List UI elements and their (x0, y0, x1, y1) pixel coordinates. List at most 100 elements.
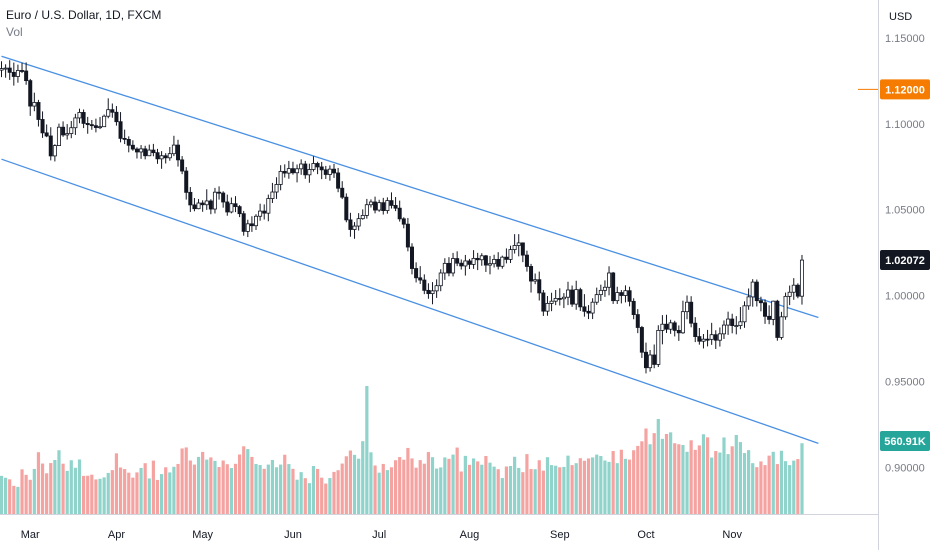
candle-body (660, 323, 665, 331)
volume-bar (0, 475, 4, 514)
candle-body (155, 152, 160, 160)
volume-bar (607, 461, 611, 514)
candle-body (77, 112, 82, 119)
candle-body (130, 144, 135, 150)
volume-bar (652, 433, 656, 514)
candle-body (225, 201, 230, 213)
volume-bar (779, 450, 784, 514)
candle-body (787, 291, 792, 297)
candle-body (668, 322, 673, 330)
volume-bar (521, 472, 525, 514)
volume-bar (361, 441, 365, 514)
volume-bar (205, 459, 209, 514)
candle-body (151, 149, 156, 154)
candle-body (377, 202, 382, 211)
volume-bar (229, 468, 233, 514)
volume-bar (139, 467, 143, 514)
candle-body (270, 191, 275, 199)
candle-body (685, 301, 690, 313)
volume-bar (529, 469, 533, 514)
volume-bar (32, 468, 36, 514)
volume-bar (418, 460, 422, 514)
volume-bar (476, 461, 480, 514)
volume-bar (164, 467, 168, 514)
candle-body (635, 314, 640, 328)
price-axis-currency: USD (889, 11, 912, 23)
volume-bar (381, 463, 385, 514)
candle-body (795, 284, 800, 297)
volume-bar (705, 437, 710, 514)
candle-body (85, 123, 90, 126)
candle-body (28, 80, 33, 107)
candle-body (303, 163, 308, 176)
volume-bar (599, 456, 603, 514)
candle-body (368, 201, 373, 206)
volume-bar (435, 468, 439, 514)
candle-body (389, 200, 394, 206)
candle-body (508, 249, 513, 260)
volume-bar (348, 450, 353, 514)
candle-body (348, 219, 353, 230)
candle-body (615, 292, 620, 302)
volume-bar (582, 460, 587, 514)
candle-body (184, 170, 189, 193)
volume-bar (291, 468, 295, 514)
candle-body (582, 306, 587, 312)
candle-body (598, 289, 603, 296)
volume-bar (279, 464, 283, 514)
candle-body (262, 210, 267, 214)
volume-bar (20, 469, 24, 514)
candle-body (607, 272, 612, 288)
volume-bar (796, 459, 800, 514)
volume-bar (283, 454, 287, 514)
candle-body (356, 218, 361, 227)
candle-body (401, 218, 406, 225)
volume-bar (751, 463, 755, 514)
candle-body (533, 279, 538, 282)
volume-bar (352, 454, 357, 514)
candle-body (475, 257, 480, 261)
volume-bar (172, 466, 176, 514)
candle-body (204, 200, 209, 206)
candle-body (512, 245, 517, 251)
channel-upper-line[interactable] (1, 55, 819, 319)
channel-lower-line[interactable] (1, 158, 819, 444)
candle-body (48, 135, 53, 157)
volume-bar (537, 460, 541, 514)
volume-bar (274, 467, 279, 514)
candle-body (274, 184, 279, 193)
candle-body (524, 254, 529, 267)
candle-body (171, 144, 176, 155)
volume-bar (480, 464, 484, 514)
volume-bar (4, 477, 8, 514)
candle-body (188, 191, 193, 206)
volume-bar (693, 449, 697, 514)
volume-bar (299, 472, 303, 514)
candle-body (11, 71, 16, 77)
volume-bar (615, 463, 619, 514)
volume-bar (586, 458, 591, 514)
candle-body (537, 279, 542, 294)
candle-body (217, 191, 222, 194)
volume-bar (595, 454, 599, 514)
candle-body (385, 200, 390, 211)
time-axis-label: Aug (460, 529, 480, 541)
candle-body (344, 196, 349, 221)
candle-body (697, 336, 702, 342)
candle-body (586, 310, 591, 314)
volume-bar (488, 462, 492, 514)
volume-bar (562, 466, 566, 514)
volume-bar (61, 463, 65, 514)
candle-body (721, 324, 726, 335)
volume-bar (525, 454, 529, 514)
candle-body (631, 300, 636, 315)
volume-bar (500, 478, 504, 514)
volume-bar (664, 434, 669, 514)
volume-bar (734, 435, 738, 514)
price-axis-tick-label: 1.00000 (885, 291, 925, 303)
candle-body (451, 258, 456, 274)
candle-body (93, 125, 98, 128)
last-price-badge (880, 250, 930, 271)
candle-body (689, 301, 694, 324)
